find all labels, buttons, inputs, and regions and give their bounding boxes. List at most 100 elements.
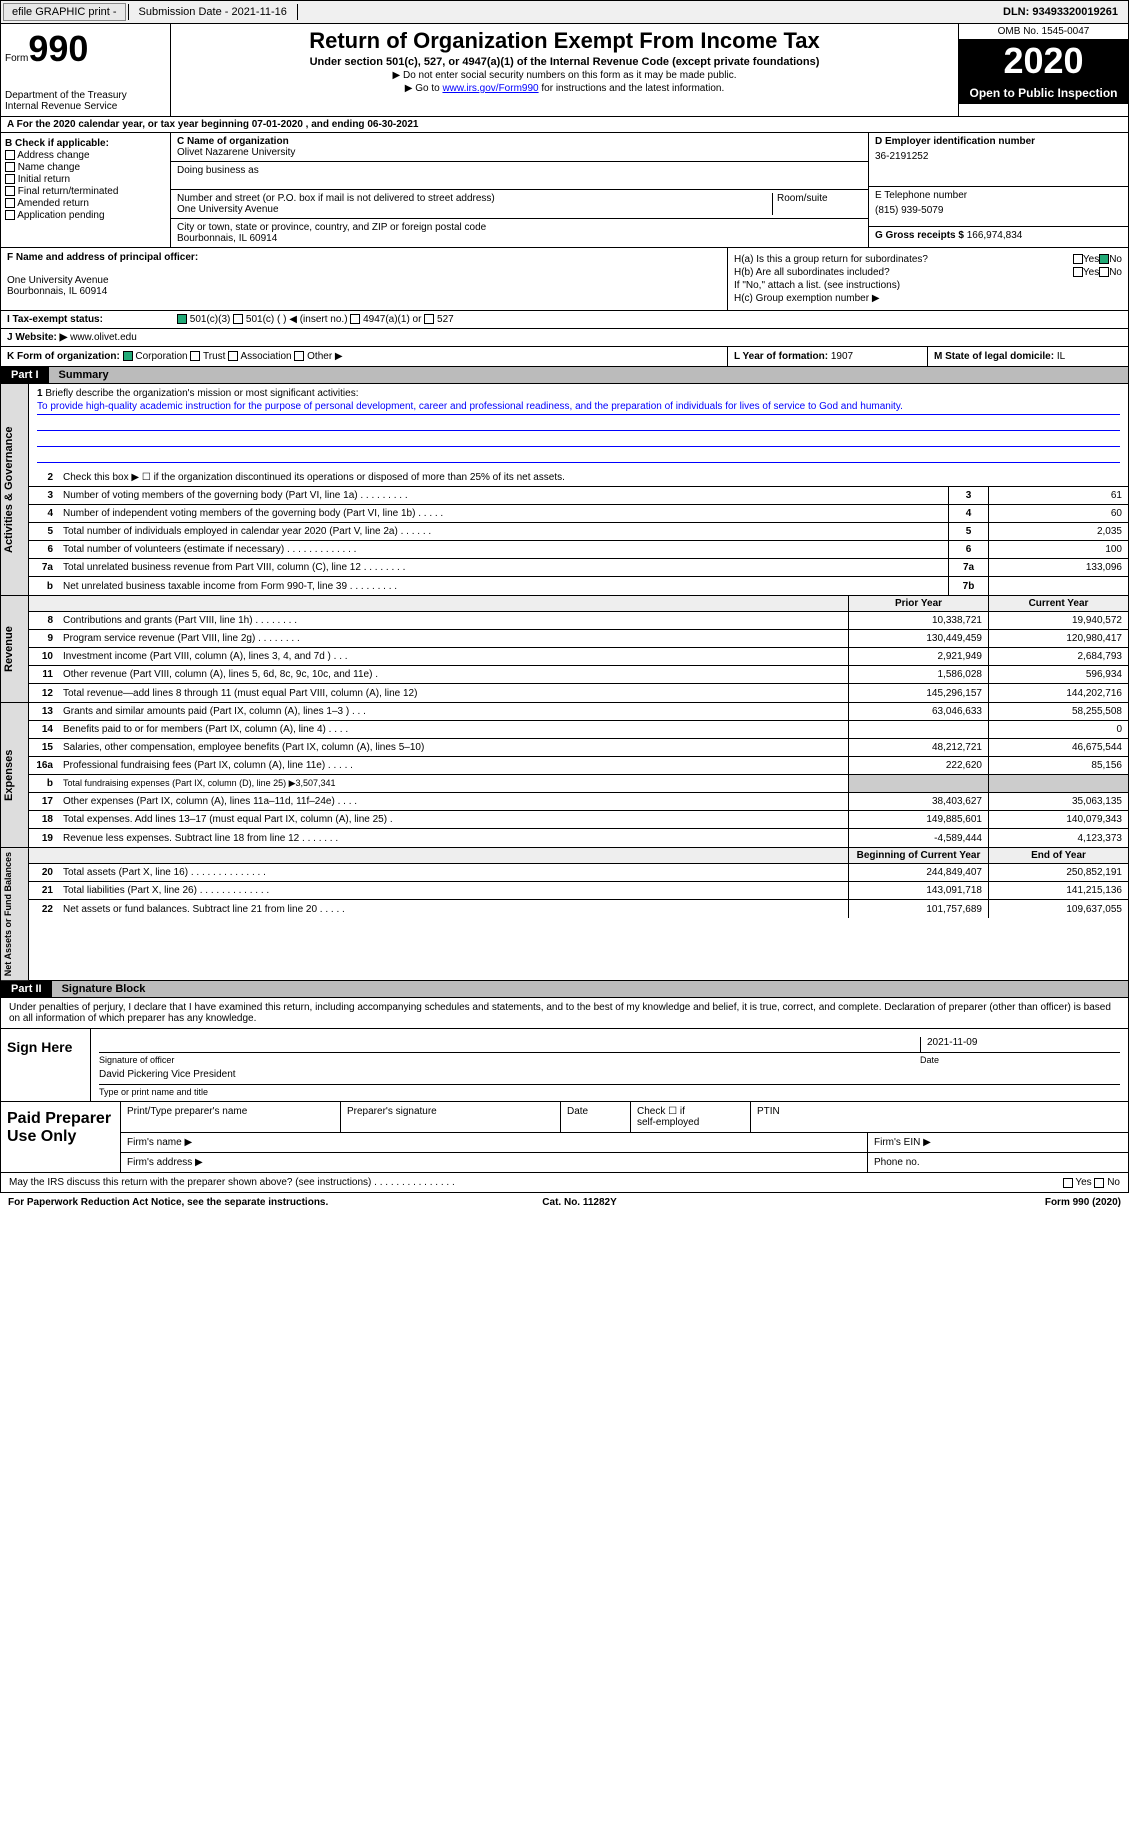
c15: 46,675,544 — [988, 739, 1128, 756]
chk-501c[interactable] — [233, 314, 243, 324]
line15: Salaries, other compensation, employee b… — [59, 740, 848, 755]
sig-officer-label: Signature of officer — [99, 1055, 920, 1065]
row-j-website: J Website: ▶ www.olivet.edu — [0, 329, 1129, 347]
lbl-corp: Corporation — [135, 351, 187, 362]
line10: Investment income (Part VIII, column (A)… — [59, 649, 848, 664]
section-netassets: Net Assets or Fund Balances Beginning of… — [0, 848, 1129, 981]
l-label: L Year of formation: — [734, 351, 828, 362]
e22: 109,637,055 — [988, 900, 1128, 918]
line5: Total number of individuals employed in … — [59, 524, 948, 539]
line2: Check this box ▶ ☐ if the organization d… — [59, 470, 1128, 485]
org-name-label: C Name of organization — [177, 136, 862, 147]
val5: 2,035 — [988, 523, 1128, 540]
gross-value: 166,974,834 — [967, 230, 1023, 241]
header-mid: Return of Organization Exempt From Incom… — [171, 24, 958, 116]
line14: Benefits paid to or for members (Part IX… — [59, 722, 848, 737]
i-label: I Tax-exempt status: — [1, 311, 171, 328]
p16a: 222,620 — [848, 757, 988, 774]
chk-initial-return[interactable] — [5, 174, 15, 184]
efile-print-button[interactable]: efile GRAPHIC print - — [3, 3, 126, 21]
chk-final-return[interactable] — [5, 186, 15, 196]
chk-assoc[interactable] — [228, 351, 238, 361]
val7a: 133,096 — [988, 559, 1128, 576]
paperwork-notice: For Paperwork Reduction Act Notice, see … — [8, 1197, 328, 1208]
chk-other[interactable] — [294, 351, 304, 361]
b20: 244,849,407 — [848, 864, 988, 881]
c16b — [988, 775, 1128, 792]
form-header: Form990 Department of the Treasury Inter… — [0, 24, 1129, 117]
part2-header: Part II Signature Block — [0, 981, 1129, 998]
mission-blank1 — [37, 417, 1120, 431]
form-title: Return of Organization Exempt From Incom… — [175, 28, 954, 54]
part1-title: Summary — [49, 367, 1128, 383]
tab-governance: Activities & Governance — [1, 384, 29, 595]
hdr-prior: Prior Year — [848, 596, 988, 611]
line19: Revenue less expenses. Subtract line 18 … — [59, 831, 848, 846]
row-klm: K Form of organization: Corporation Trus… — [0, 347, 1129, 367]
lbl-no: No — [1109, 254, 1122, 265]
line13: Grants and similar amounts paid (Part IX… — [59, 704, 848, 719]
omb-number: OMB No. 1545-0047 — [959, 24, 1128, 40]
page-footer: For Paperwork Reduction Act Notice, see … — [0, 1193, 1129, 1212]
line9: Program service revenue (Part VIII, line… — [59, 631, 848, 646]
form990-link[interactable]: www.irs.gov/Form990 — [442, 83, 538, 94]
chk-may-no[interactable] — [1094, 1178, 1104, 1188]
c19: 4,123,373 — [988, 829, 1128, 847]
line21: Total liabilities (Part X, line 26) . . … — [59, 883, 848, 898]
p15: 48,212,721 — [848, 739, 988, 756]
ein-value: 36-2191252 — [875, 151, 1122, 162]
b21: 143,091,718 — [848, 882, 988, 899]
tax-year: 2020 — [959, 40, 1128, 82]
hc-label: H(c) Group exemption number ▶ — [734, 293, 1122, 304]
chk-may-yes[interactable] — [1063, 1178, 1073, 1188]
e20: 250,852,191 — [988, 864, 1128, 881]
lbl-yes2: Yes — [1083, 267, 1099, 278]
hb-label: H(b) Are all subordinates included? — [734, 267, 1073, 278]
chk-corp[interactable] — [123, 351, 133, 361]
firm-addr-label: Firm's address ▶ — [121, 1153, 868, 1172]
chk-527[interactable] — [424, 314, 434, 324]
form-subtitle: Under section 501(c), 527, or 4947(a)(1)… — [175, 56, 954, 68]
may-discuss-row: May the IRS discuss this return with the… — [0, 1173, 1129, 1193]
line16a: Professional fundraising fees (Part IX, … — [59, 758, 848, 773]
signature-line[interactable] — [99, 1037, 920, 1052]
header-left: Form990 Department of the Treasury Inter… — [1, 24, 171, 116]
chk-ha-no[interactable] — [1099, 254, 1109, 264]
line7b: Net unrelated business taxable income fr… — [59, 579, 948, 594]
line17: Other expenses (Part IX, column (A), lin… — [59, 794, 848, 809]
lbl-other: Other ▶ — [307, 351, 342, 362]
header-right: OMB No. 1545-0047 2020 Open to Public In… — [958, 24, 1128, 116]
chk-501c3[interactable] — [177, 314, 187, 324]
chk-hb-yes[interactable] — [1073, 267, 1083, 277]
chk-trust[interactable] — [190, 351, 200, 361]
mission-label: Briefly describe the organization's miss… — [45, 388, 358, 399]
chk-pending[interactable] — [5, 210, 15, 220]
hdr-end: End of Year — [988, 848, 1128, 863]
c14: 0 — [988, 721, 1128, 738]
prep-name-label: Print/Type preparer's name — [121, 1102, 341, 1132]
tel-label: E Telephone number — [875, 190, 1122, 201]
chk-amended[interactable] — [5, 198, 15, 208]
firm-name-label: Firm's name ▶ — [121, 1133, 868, 1152]
lbl-assoc: Association — [240, 351, 291, 362]
p14 — [848, 721, 988, 738]
chk-hb-no[interactable] — [1099, 267, 1109, 277]
state-domicile: IL — [1057, 351, 1065, 362]
sig-date: 2021-11-09 — [920, 1037, 1120, 1052]
top-bar: efile GRAPHIC print - Submission Date - … — [0, 0, 1129, 24]
self-emp-chk: Check ☐ if — [637, 1106, 685, 1117]
ein-label: D Employer identification number — [875, 136, 1122, 147]
prep-date-label: Date — [561, 1102, 631, 1132]
chk-4947[interactable] — [350, 314, 360, 324]
goto-post: for instructions and the latest informat… — [539, 83, 725, 94]
chk-name-change[interactable] — [5, 162, 15, 172]
part1-label: Part I — [1, 367, 49, 383]
year-formation: 1907 — [831, 351, 853, 362]
mission-blank2 — [37, 433, 1120, 447]
chk-address-change[interactable] — [5, 150, 15, 160]
mission-text: To provide high-quality academic instruc… — [37, 401, 1120, 415]
open-inspection: Open to Public Inspection — [959, 82, 1128, 104]
prep-sig-label: Preparer's signature — [341, 1102, 561, 1132]
officer-addr2: Bourbonnais, IL 60914 — [7, 286, 721, 297]
chk-ha-yes[interactable] — [1073, 254, 1083, 264]
